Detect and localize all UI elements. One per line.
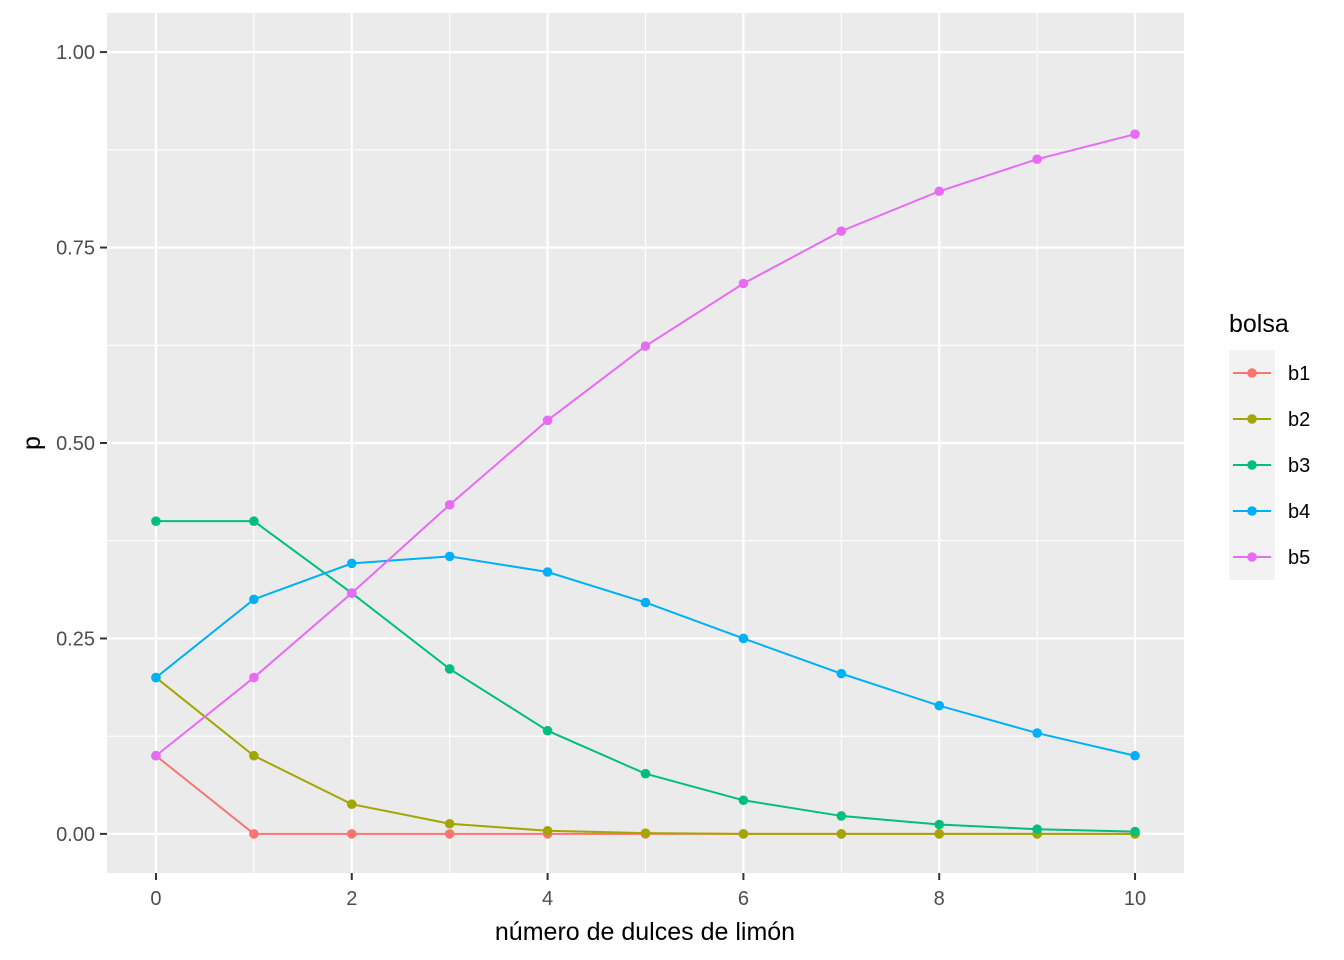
data-point-b3	[934, 819, 945, 830]
data-point-b4	[542, 567, 553, 577]
series-b4	[151, 551, 1140, 761]
data-point-b1	[444, 829, 455, 839]
data-point-b4	[640, 597, 651, 608]
data-point-b3	[738, 795, 749, 806]
data-point-b3	[444, 664, 455, 674]
data-point-b5	[934, 186, 945, 197]
legend-item-b1: b1	[1229, 350, 1310, 396]
y-tick-label: 0.75	[56, 238, 95, 260]
x-tick-label: 10	[1124, 888, 1146, 910]
data-point-b3	[249, 516, 259, 526]
data-point-b5	[836, 226, 847, 236]
x-tick-label: 0	[150, 888, 161, 910]
x-tick-label: 2	[346, 888, 357, 910]
data-point-b2	[934, 829, 945, 839]
y-tick-label: 0.50	[56, 433, 95, 455]
x-tick-label: 4	[542, 888, 553, 910]
data-point-b3	[640, 768, 651, 779]
data-point-b4	[346, 558, 357, 569]
series-layer	[151, 129, 1140, 839]
data-point-b4	[151, 672, 161, 683]
data-point-b4	[249, 594, 259, 605]
y-axis-title: p	[18, 436, 46, 450]
data-point-b2	[249, 750, 259, 761]
legend-key-point	[1247, 414, 1257, 424]
legend-label: b5	[1288, 547, 1310, 569]
legend-item-b2: b2	[1229, 396, 1310, 442]
x-axis-title: número de dulces de limón	[495, 918, 795, 946]
series-b3	[151, 516, 1140, 837]
data-point-b4	[1032, 728, 1042, 738]
legend-key-point	[1247, 368, 1257, 378]
legend-title: bolsa	[1229, 310, 1289, 338]
x-axis: 0 2 4 6 8 10	[150, 873, 1146, 910]
y-axis: 0.00 0.25 0.50 0.75 1.00	[56, 42, 107, 846]
legend-key-point	[1247, 552, 1257, 562]
data-point-b1	[249, 829, 259, 839]
x-tick-label: 6	[738, 888, 749, 910]
data-point-b1	[346, 829, 357, 839]
data-point-b3	[542, 725, 553, 736]
data-point-b2	[738, 829, 749, 839]
data-point-b2	[836, 829, 847, 839]
data-point-b3	[1130, 826, 1140, 837]
data-point-b3	[151, 516, 161, 526]
legend-key-point	[1247, 460, 1257, 470]
data-point-b2	[542, 825, 553, 836]
data-point-b5	[542, 415, 553, 426]
data-point-b5	[1032, 154, 1042, 164]
data-point-b2	[444, 818, 455, 829]
data-point-b3	[1032, 824, 1042, 835]
data-point-b4	[738, 633, 749, 644]
data-point-b5	[151, 750, 161, 761]
data-point-b5	[1130, 129, 1140, 139]
data-point-b4	[1130, 750, 1140, 761]
legend-label: b2	[1288, 409, 1310, 431]
data-point-b5	[346, 588, 357, 598]
legend-item-b3: b3	[1229, 442, 1310, 488]
data-point-b5	[640, 341, 651, 351]
data-point-b5	[444, 499, 455, 510]
data-point-b4	[444, 551, 455, 562]
legend-label: b3	[1288, 455, 1310, 477]
x-tick-label: 8	[934, 888, 945, 910]
data-point-b5	[738, 278, 749, 289]
y-tick-label: 0.00	[56, 824, 95, 846]
y-tick-label: 1.00	[56, 42, 95, 64]
data-point-b2	[346, 799, 357, 809]
legend-label: b4	[1288, 501, 1310, 523]
legend-item-b5: b5	[1229, 534, 1310, 580]
legend-key-point	[1247, 506, 1257, 516]
data-point-b2	[640, 828, 651, 838]
y-tick-label: 0.25	[56, 628, 95, 650]
data-point-b5	[249, 672, 259, 683]
legend-item-b4: b4	[1229, 488, 1310, 534]
legend-label: b1	[1288, 363, 1310, 385]
data-point-b3	[836, 811, 847, 821]
series-b5	[151, 129, 1140, 761]
data-point-b4	[934, 700, 945, 711]
data-point-b4	[836, 668, 847, 679]
legend: bolsa b1 b2 b3 b4 b5	[1229, 310, 1310, 580]
